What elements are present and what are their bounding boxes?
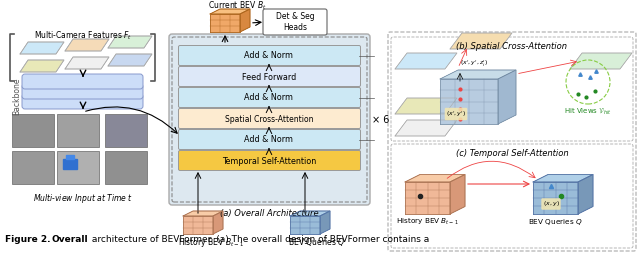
Text: Multi-view Input at Time $t$: Multi-view Input at Time $t$ [33, 192, 133, 205]
Polygon shape [405, 174, 465, 182]
Text: Feed Forward: Feed Forward [242, 72, 296, 82]
Polygon shape [210, 14, 240, 32]
Bar [105, 151, 147, 184]
Polygon shape [20, 42, 64, 54]
FancyBboxPatch shape [179, 108, 360, 129]
Polygon shape [498, 70, 516, 124]
Text: Add & Norm: Add & Norm [244, 135, 294, 145]
Text: (b) Spatial Cross-Attention: (b) Spatial Cross-Attention [456, 42, 568, 51]
Bar [12, 151, 54, 184]
Polygon shape [440, 79, 498, 124]
Bar [57, 114, 99, 147]
Text: Add & Norm: Add & Norm [244, 52, 294, 60]
FancyBboxPatch shape [179, 67, 360, 87]
Text: Det & Seg
Heads: Det & Seg Heads [276, 12, 314, 32]
Text: (a) Overall Architecture: (a) Overall Architecture [220, 209, 318, 218]
FancyBboxPatch shape [179, 45, 360, 66]
Polygon shape [320, 211, 330, 234]
FancyBboxPatch shape [179, 130, 360, 150]
Polygon shape [570, 53, 632, 69]
Polygon shape [183, 211, 223, 216]
Polygon shape [395, 120, 457, 136]
Text: × 6: × 6 [372, 115, 389, 125]
Polygon shape [533, 174, 593, 182]
Polygon shape [440, 70, 516, 79]
Polygon shape [65, 57, 109, 69]
FancyBboxPatch shape [22, 94, 143, 109]
FancyBboxPatch shape [22, 74, 143, 89]
Polygon shape [450, 33, 512, 49]
Text: Add & Norm: Add & Norm [244, 93, 294, 103]
Text: Hit Views $\mathcal{V}_{hit}$: Hit Views $\mathcal{V}_{hit}$ [564, 107, 612, 117]
Polygon shape [290, 211, 330, 216]
FancyBboxPatch shape [179, 151, 360, 170]
Text: Current BEV $B_t$: Current BEV $B_t$ [208, 0, 267, 12]
Text: architecture of BEVFormer. (a) The overall design of BEVFormer contains a: architecture of BEVFormer. (a) The overa… [89, 235, 429, 244]
Polygon shape [63, 159, 77, 169]
Polygon shape [395, 98, 457, 114]
Text: Multi-Camera Features $F_t$: Multi-Camera Features $F_t$ [34, 30, 132, 42]
Text: Temporal Self-Attention: Temporal Self-Attention [222, 156, 316, 166]
FancyBboxPatch shape [388, 32, 636, 251]
Bar [57, 151, 99, 184]
Text: (c) Temporal Self-Attention: (c) Temporal Self-Attention [456, 149, 568, 158]
Text: Backbone: Backbone [13, 77, 22, 115]
FancyBboxPatch shape [391, 144, 633, 248]
Text: History BEV $B_{t-1}$: History BEV $B_{t-1}$ [178, 236, 244, 249]
Polygon shape [66, 155, 74, 159]
Polygon shape [405, 182, 450, 214]
Polygon shape [20, 60, 64, 72]
Polygon shape [183, 216, 213, 234]
Text: $(x, y)$: $(x, y)$ [543, 199, 559, 209]
Polygon shape [240, 9, 250, 32]
Text: Spatial Cross-Attention: Spatial Cross-Attention [225, 115, 313, 123]
Polygon shape [210, 9, 250, 14]
Polygon shape [450, 174, 465, 214]
FancyBboxPatch shape [22, 84, 143, 99]
Text: BEV Queries $Q$: BEV Queries $Q$ [528, 217, 582, 227]
Polygon shape [395, 53, 457, 69]
Text: $(x', y', z_i')$: $(x', y', z_i')$ [460, 59, 488, 69]
FancyBboxPatch shape [391, 37, 633, 141]
Text: History BEV $B_{t-1}$: History BEV $B_{t-1}$ [396, 217, 458, 227]
Polygon shape [213, 211, 223, 234]
Polygon shape [65, 39, 109, 51]
Polygon shape [108, 36, 152, 48]
Text: $(x', y')$: $(x', y')$ [446, 109, 466, 119]
Polygon shape [290, 216, 320, 234]
Text: Figure 2.: Figure 2. [5, 235, 51, 244]
FancyBboxPatch shape [179, 87, 360, 107]
Text: BEV Queries $Q$: BEV Queries $Q$ [288, 236, 345, 248]
Text: Overall: Overall [52, 235, 88, 244]
Bar [105, 114, 147, 147]
Polygon shape [108, 54, 152, 66]
FancyBboxPatch shape [169, 34, 370, 205]
Polygon shape [578, 174, 593, 214]
Polygon shape [533, 182, 578, 214]
Bar [12, 114, 54, 147]
FancyBboxPatch shape [263, 9, 327, 35]
